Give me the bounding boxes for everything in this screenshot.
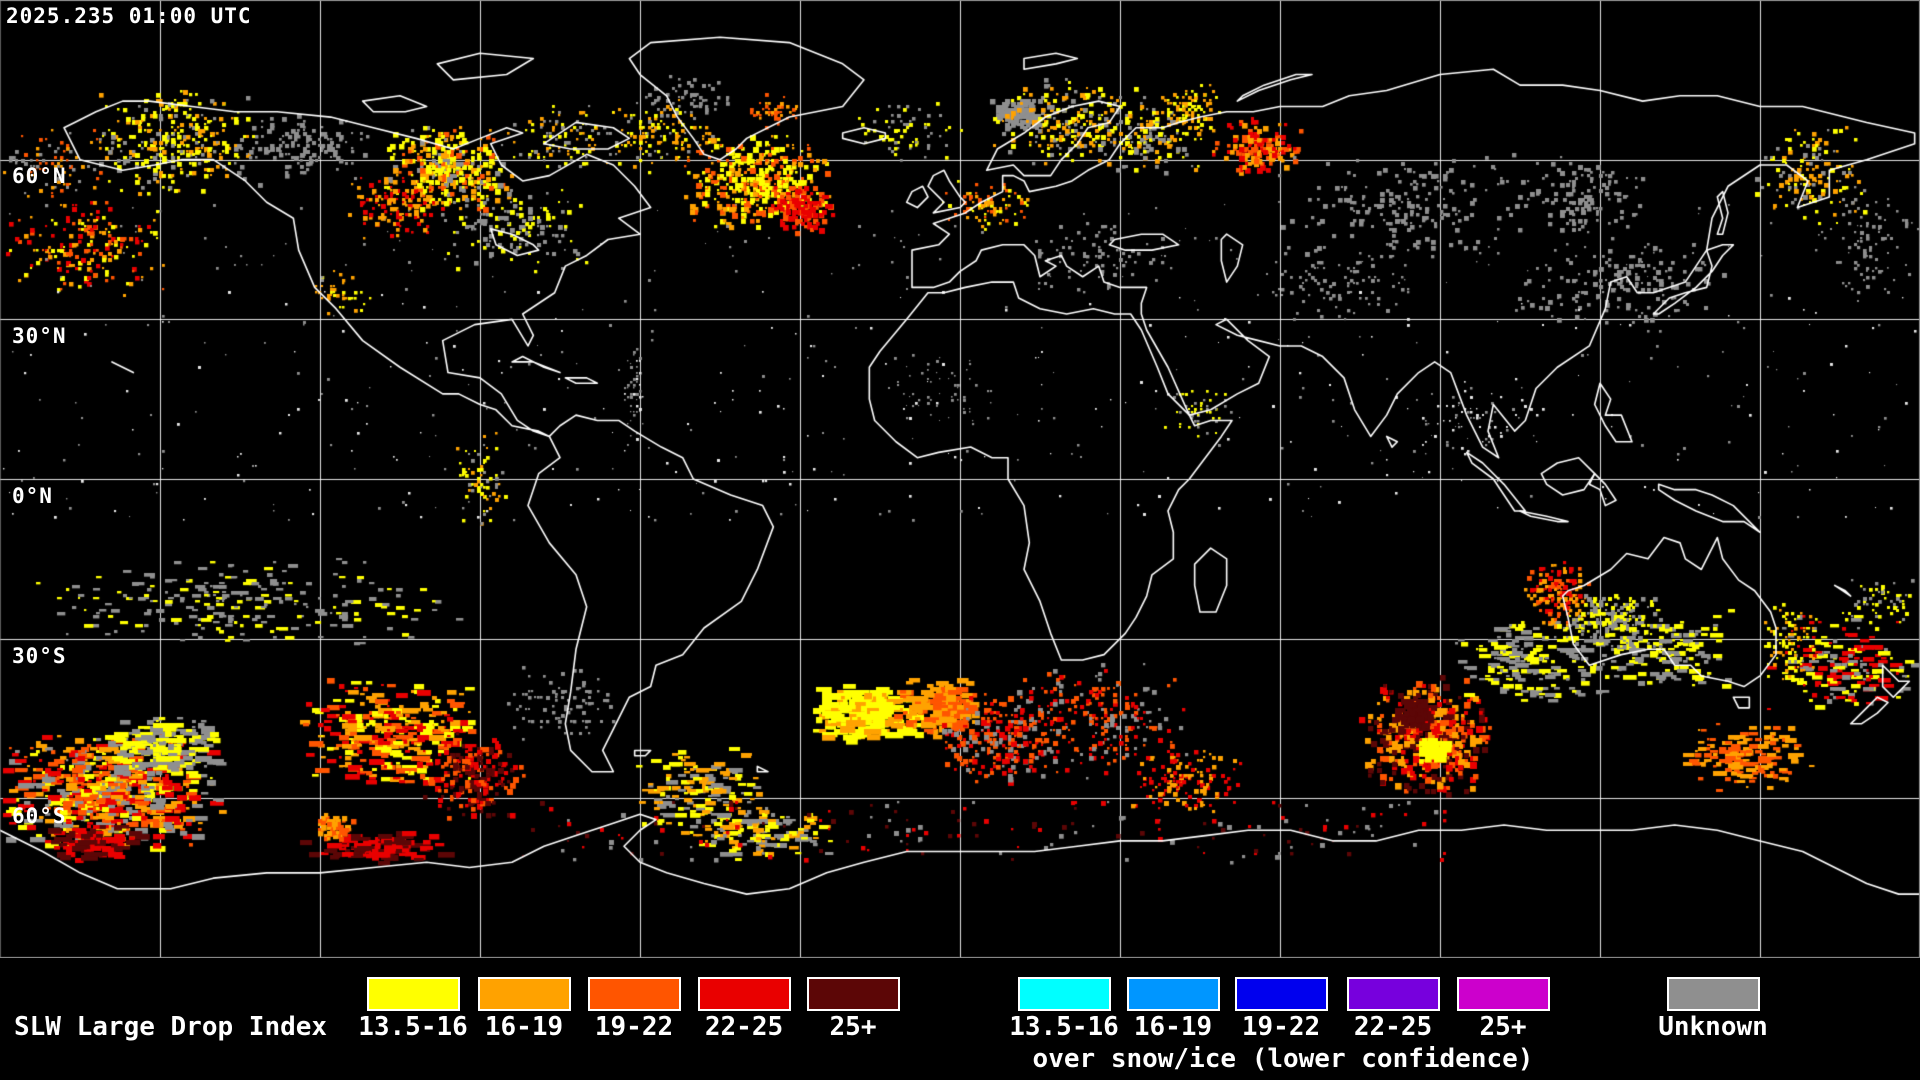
lat-label-60n: 60°N <box>12 164 67 188</box>
legend-swatch-unknown <box>1667 977 1760 1011</box>
legend-label-25plus: 25+ <box>829 1012 877 1042</box>
legend-label-snow-13.5-16: 13.5-16 <box>1009 1012 1119 1042</box>
legend: SLW Large Drop Index 13.5-16 16-19 19-22… <box>0 958 1920 1080</box>
world-map-canvas <box>0 0 1920 958</box>
legend-label-snow-22-25: 22-25 <box>1353 1012 1433 1042</box>
legend-swatch-22-25 <box>698 977 791 1011</box>
legend-label-unknown: Unknown <box>1658 1012 1768 1042</box>
legend-label-snow-25plus: 25+ <box>1479 1012 1527 1042</box>
legend-swatch-19-22 <box>588 977 681 1011</box>
legend-label-snow-16-19: 16-19 <box>1133 1012 1213 1042</box>
legend-swatch-snow-16-19 <box>1127 977 1220 1011</box>
legend-label-13.5-16: 13.5-16 <box>358 1012 468 1042</box>
legend-swatch-13.5-16 <box>367 977 460 1011</box>
lat-label-30n: 30°N <box>12 324 67 348</box>
legend-swatch-snow-22-25 <box>1347 977 1440 1011</box>
legend-label-snow-19-22: 19-22 <box>1241 1012 1321 1042</box>
lat-label-0n: 0°N <box>12 484 53 508</box>
legend-swatch-snow-25plus <box>1457 977 1550 1011</box>
legend-title: SLW Large Drop Index <box>14 1012 328 1042</box>
legend-snow-ice-caption: over snow/ice (lower confidence) <box>1032 1044 1534 1074</box>
legend-swatch-snow-19-22 <box>1235 977 1328 1011</box>
legend-swatch-16-19 <box>478 977 571 1011</box>
legend-label-19-22: 19-22 <box>594 1012 674 1042</box>
legend-swatch-snow-13.5-16 <box>1018 977 1111 1011</box>
timestamp: 2025.235 01:00 UTC <box>6 4 252 28</box>
legend-label-16-19: 16-19 <box>484 1012 564 1042</box>
legend-swatch-25plus <box>807 977 900 1011</box>
legend-label-22-25: 22-25 <box>704 1012 784 1042</box>
lat-label-30s: 30°S <box>12 644 67 668</box>
lat-label-60s: 60°S <box>12 804 67 828</box>
